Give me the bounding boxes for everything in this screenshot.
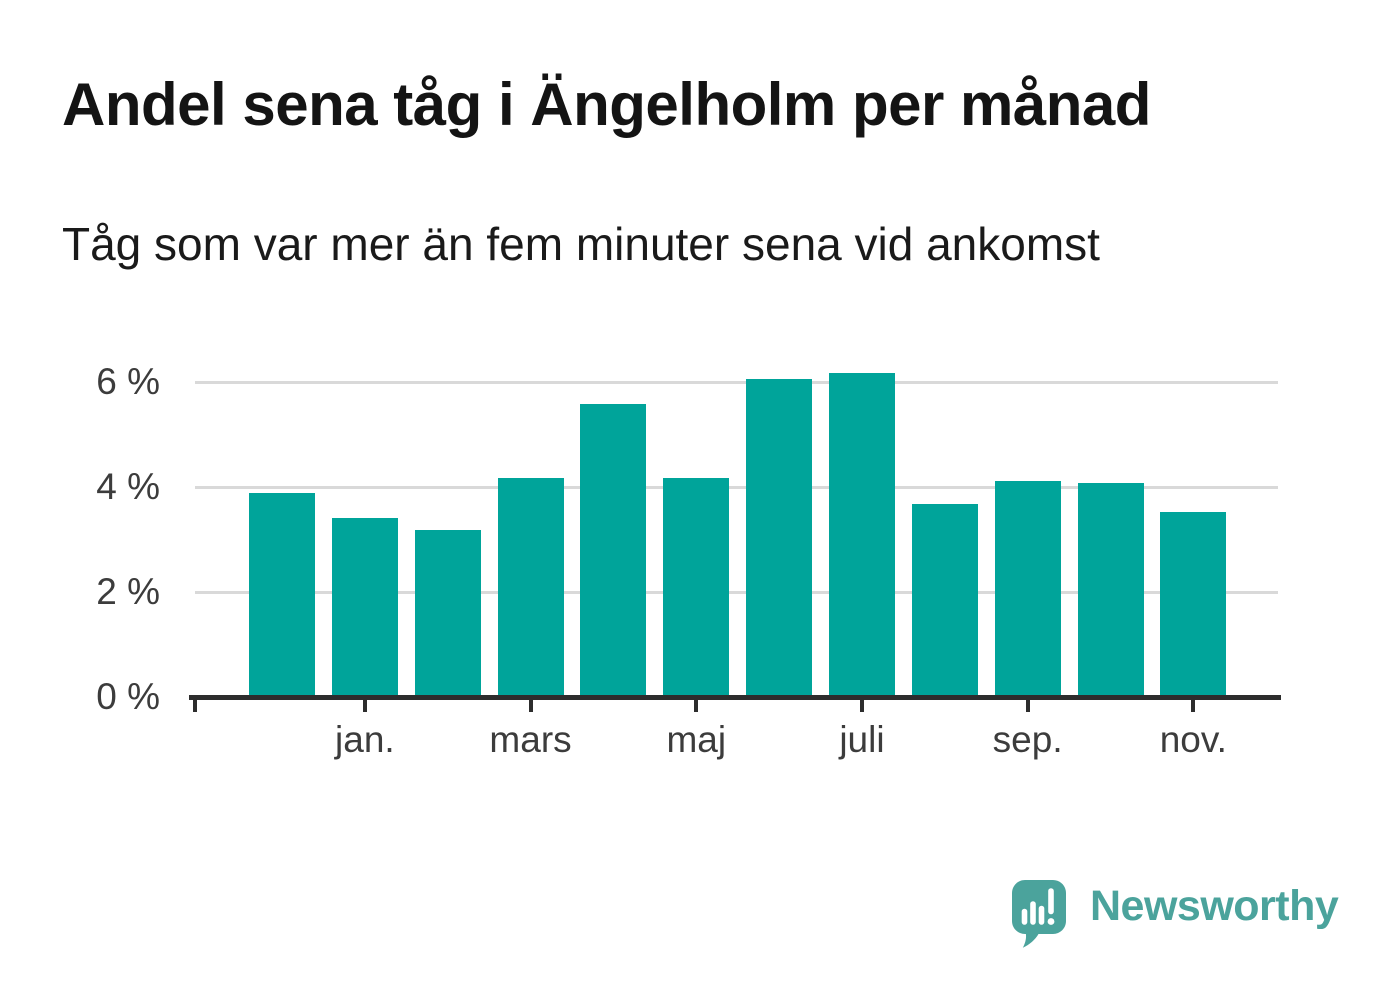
bar [828,373,895,697]
x-axis-tick [528,699,533,712]
gridline [195,485,1278,489]
x-axis-tick [1191,699,1196,712]
bar [1077,482,1144,697]
x-axis-tick [694,699,699,712]
newsworthy-logo-text: Newsworthy [1090,882,1339,930]
newsworthy-logo: Newsworthy [1012,880,1339,949]
bar [746,378,813,697]
x-axis-tick-label: sep. [992,719,1063,760]
gridline [195,590,1278,594]
bar [911,503,978,697]
bar [497,478,564,697]
x-axis-tick-label: nov. [1159,719,1227,760]
x-axis-tick-label: maj [666,719,727,760]
x-axis-tick-label: jan. [335,719,395,760]
plot-area: 0 % 2 % 4 % 6 % jan. mars maj juli sep. nov. [96,352,1281,760]
y-axis-label: 4 % [96,466,160,507]
y-axis-label: 2 % [96,571,160,612]
bar [249,492,315,697]
y-axis-label: 6 % [96,361,160,402]
x-axis-tick [362,699,367,712]
y-axis-label: 0 % [96,676,160,717]
bar [994,481,1061,697]
chart-subtitle: Tåg som var mer än fem minuter sena vid … [62,218,1100,270]
bar [414,530,481,697]
chart-title: Andel sena tåg i Ängelholm per månad [62,71,1151,138]
x-axis-tick [1025,699,1030,712]
bar [331,517,398,697]
bar [580,404,647,697]
bar [1160,512,1227,697]
x-axis-tick-label: juli [839,719,885,760]
x-axis-tick [859,699,864,712]
exclamation-dot [1047,918,1055,925]
gridline [195,380,1278,384]
x-axis-tick-label: mars [489,719,572,760]
bar [663,478,730,697]
axis-start-tick [193,699,197,712]
x-axis-line [189,695,1281,700]
newsworthy-logo-icon [1012,880,1066,948]
mini-bar-chart-glyph [1021,888,1054,925]
